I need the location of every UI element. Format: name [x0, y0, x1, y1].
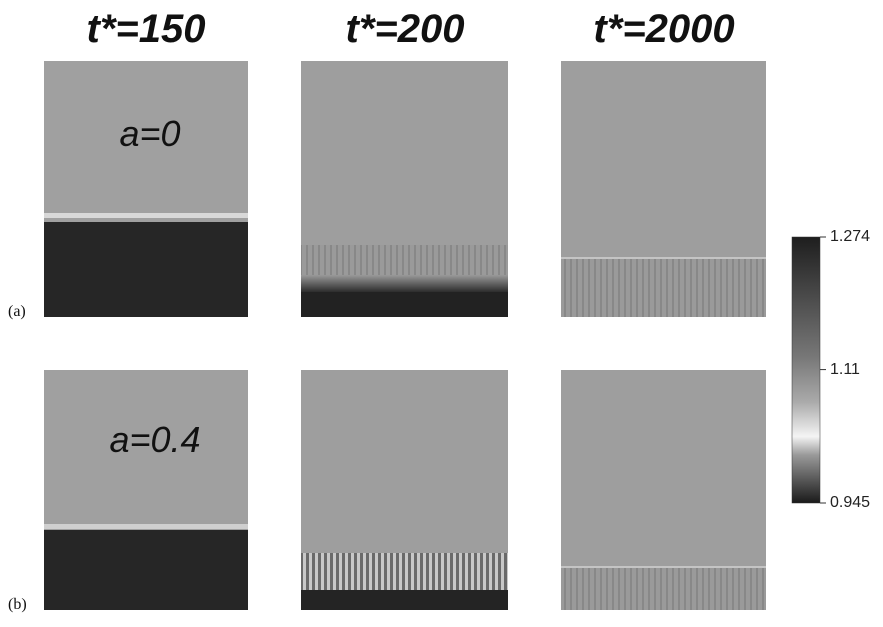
colorbar	[791, 236, 821, 504]
striped-region	[301, 245, 508, 275]
interface	[561, 566, 766, 568]
striped-region	[561, 568, 766, 610]
column-title: t*=200	[346, 7, 465, 51]
column-title: t*=150	[87, 7, 206, 51]
colorbar-tick-label: 1.274	[830, 228, 870, 245]
dense-region	[301, 292, 508, 317]
annotation: a=0	[119, 113, 180, 154]
panels	[44, 61, 766, 610]
striped-region	[301, 553, 508, 593]
column-title: t*=2000	[593, 7, 734, 51]
colorbar-tick-label: 0.945	[830, 494, 870, 511]
interface	[44, 524, 248, 529]
annotation: a=0.4	[109, 419, 200, 460]
interface	[561, 257, 766, 259]
striped-region	[561, 259, 766, 317]
row-label: (a)	[8, 303, 26, 320]
transition	[301, 275, 508, 293]
dense-region	[44, 530, 248, 610]
dense-region	[301, 590, 508, 610]
colorbar-tick-label: 1.11	[830, 361, 860, 378]
dense-region	[44, 222, 248, 317]
interface	[44, 213, 248, 218]
row-label: (b)	[8, 596, 27, 613]
